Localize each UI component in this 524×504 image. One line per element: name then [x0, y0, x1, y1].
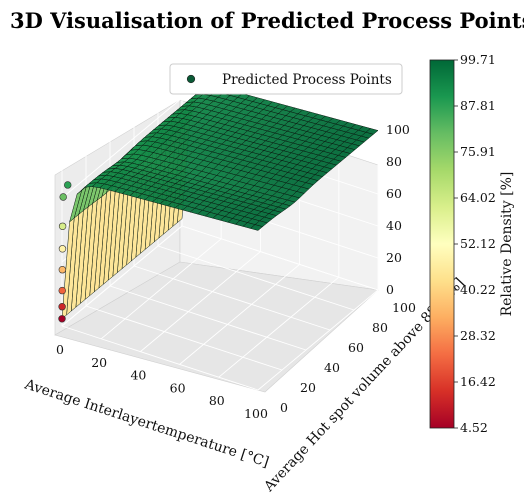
data-point [59, 193, 67, 201]
y-tick-labels: 0 20 40 60 80 100 [280, 300, 416, 415]
colorbar-label: Relative Density [%] [499, 172, 515, 317]
floor-gridline [133, 265, 331, 331]
colorbar-tick-label: 87.81 [460, 98, 496, 113]
data-point [64, 181, 72, 189]
legend-entry-predicted-process-points: Predicted Process Points [222, 72, 392, 88]
floor-gridline [100, 238, 222, 340]
z-tick-labels: 0 20 40 60 80 100 [386, 122, 410, 297]
data-point [58, 315, 66, 323]
x-tick-label: 40 [130, 368, 146, 383]
y-tick-label: 0 [280, 400, 288, 415]
x-tick-label: 80 [209, 393, 225, 408]
floor-gridline [218, 276, 340, 378]
legend-marker [186, 74, 196, 84]
floor-gridline [257, 289, 379, 391]
data-surface [61, 86, 379, 320]
legend: Predicted Process Points [169, 63, 403, 95]
y-tick-label: 80 [372, 320, 388, 335]
chart-title: 3D Visualisation of Predicted Process Po… [10, 8, 524, 33]
x-axis-label: Average Interlayertemperature [°C] [22, 376, 271, 470]
colorbar-tick-label: 75.91 [460, 144, 496, 159]
data-point [58, 245, 67, 253]
z-tick-label: 80 [386, 154, 402, 169]
floor-gridline [85, 305, 283, 371]
x-tick-label: 0 [56, 342, 64, 357]
floor-gridline [109, 285, 307, 351]
colorbar-gradient [429, 59, 455, 429]
colorbar-ticks: 99.71 87.81 75.91 64.02 52.12 40.22 28.32 16.42… [454, 52, 496, 435]
colorbar-tick-label: 16.42 [460, 374, 496, 389]
data-points [58, 181, 72, 323]
z-tick-label: 60 [386, 186, 402, 201]
z-tick-label: 100 [386, 122, 410, 137]
data-point [58, 222, 67, 231]
y-tick-label: 20 [300, 380, 316, 395]
data-point [58, 303, 66, 311]
floor-gridline [157, 245, 355, 311]
side-gridline [61, 97, 183, 199]
surface-cell [249, 224, 264, 231]
x-tick-labels: 0 20 40 60 80 100 [56, 342, 268, 421]
floor-gridline [181, 225, 379, 291]
y-tick-label: 40 [324, 360, 340, 375]
z-tick-label: 20 [386, 250, 402, 265]
z-tick-label: 40 [386, 218, 402, 233]
side-gridline [61, 225, 183, 327]
floor-gridline [140, 251, 261, 352]
data-point [58, 266, 67, 274]
x-tick-label: 100 [244, 406, 268, 421]
colorbar-tick-label: 99.71 [460, 52, 496, 67]
legend-box [169, 63, 403, 95]
z-tick-label: 0 [386, 282, 394, 297]
colorbar-tick-label: 4.52 [460, 420, 488, 435]
colorbar-tick-label: 40.22 [460, 282, 496, 297]
y-tick-label: 60 [348, 340, 364, 355]
x-tick-label: 60 [170, 380, 186, 395]
colorbar-tick-label: 52.12 [460, 236, 496, 251]
data-point [58, 286, 66, 295]
floor-gridline [61, 325, 259, 391]
x-tick-label: 20 [91, 355, 107, 370]
colorbar-tick-label: 64.02 [460, 190, 496, 205]
colorbar: 99.71 87.81 75.91 64.02 52.12 40.22 28.32 16.42… [429, 52, 515, 435]
side-gridline [61, 65, 183, 167]
y-tick-label: 100 [392, 300, 416, 315]
colorbar-tick-label: 28.32 [460, 328, 496, 343]
floor-gridline [179, 264, 300, 365]
